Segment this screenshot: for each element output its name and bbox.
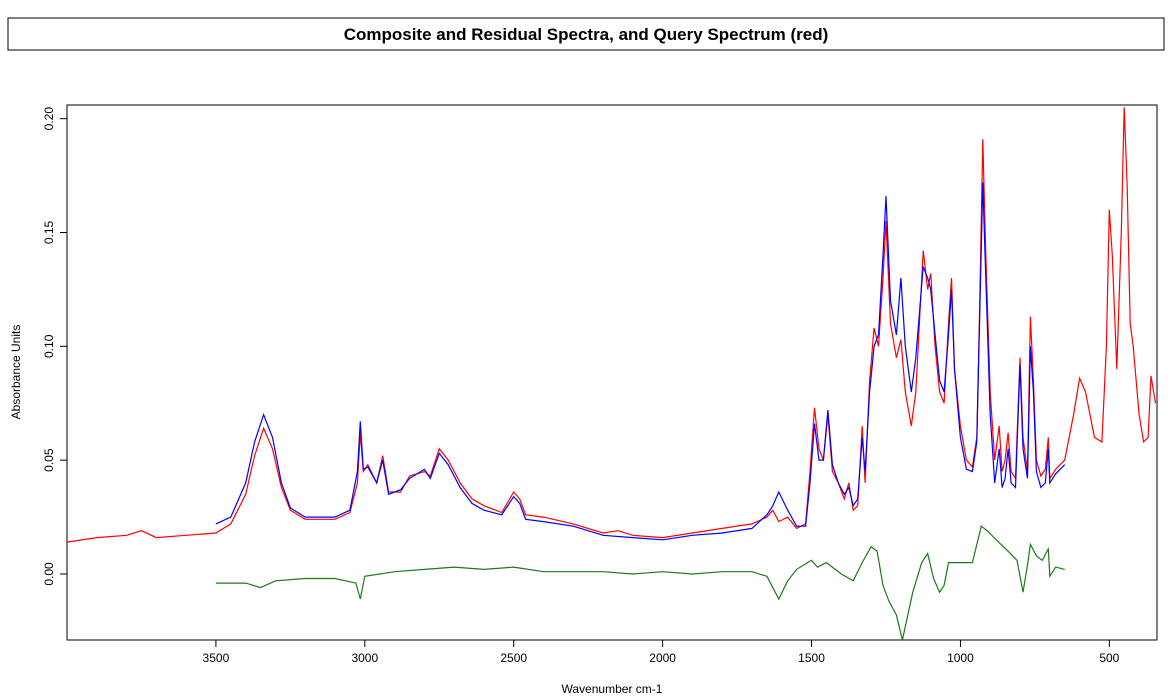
y-tick-label: 0.00 — [42, 562, 56, 586]
x-tick-label: 2500 — [500, 651, 527, 665]
y-tick-label: 0.20 — [42, 107, 56, 131]
x-tick-label: 3000 — [351, 651, 378, 665]
x-tick-label: 3500 — [203, 651, 230, 665]
spectrum-line — [66, 107, 1157, 543]
spectrum-line — [215, 525, 1065, 641]
chart-title: Composite and Residual Spectra, and Quer… — [344, 25, 829, 44]
x-tick-label: 2000 — [649, 651, 676, 665]
x-axis-label: Wavenumber cm-1 — [562, 682, 663, 696]
y-tick-label: 0.15 — [42, 220, 56, 244]
title-box — [7, 17, 1165, 51]
y-axis-label: Absorbance Units — [9, 325, 23, 420]
spectrum-line — [215, 182, 1066, 541]
y-tick-label: 0.10 — [42, 334, 56, 358]
x-tick-label: 500 — [1099, 651, 1119, 665]
plot-frame — [66, 104, 1158, 641]
y-tick-label: 0.05 — [42, 448, 56, 472]
x-tick-label: 1500 — [798, 651, 825, 665]
x-tick-label: 1000 — [947, 651, 974, 665]
